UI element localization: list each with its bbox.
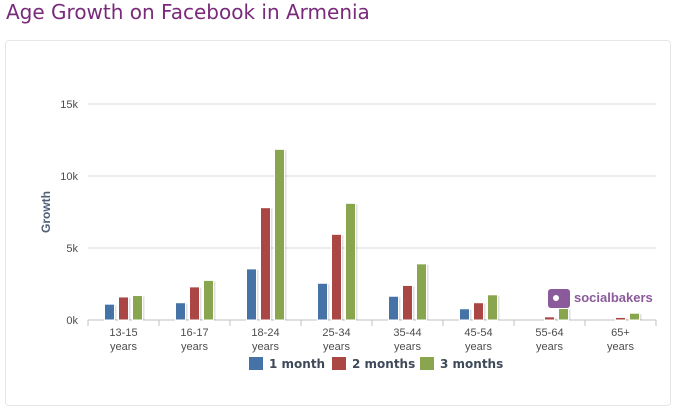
legend-swatch bbox=[420, 357, 434, 370]
x-tick-labels: 13-15 years 16-17 years 18-24 years 25-34 years… bbox=[87, 320, 657, 353]
legend-item-2-months[interactable]: 2 months bbox=[332, 357, 415, 371]
y-tick-label: 10k bbox=[60, 171, 78, 183]
y-tick-label: 0k bbox=[66, 315, 78, 327]
legend-item-1-month[interactable]: 1 month bbox=[249, 357, 325, 371]
x-tick-label: 16-17 years bbox=[180, 327, 208, 353]
legend-swatch bbox=[249, 357, 263, 370]
grid-lines bbox=[88, 103, 656, 321]
bars bbox=[104, 148, 642, 321]
x-tick-label: 55-64 years bbox=[535, 327, 563, 353]
chart-panel bbox=[5, 40, 671, 406]
bar-2-months-2[interactable] bbox=[260, 207, 271, 321]
legend-label: 3 months bbox=[440, 357, 503, 371]
x-tick-label: 65+ years bbox=[607, 327, 634, 353]
bar-1-month-1[interactable] bbox=[175, 302, 186, 321]
bar-3-months-2[interactable] bbox=[274, 148, 285, 321]
bar-2-months-4[interactable] bbox=[402, 284, 413, 321]
x-tick-label: 35-44 years bbox=[393, 327, 421, 353]
socialbakers-logo-icon bbox=[548, 289, 570, 308]
bar-2-months-7[interactable] bbox=[615, 316, 626, 321]
legend-swatch bbox=[332, 357, 346, 370]
bar-1-month-3[interactable] bbox=[317, 282, 328, 321]
legend-item-3-months[interactable]: 3 months bbox=[420, 357, 503, 371]
bar-2-months-3[interactable] bbox=[331, 233, 342, 321]
legend-label: 1 month bbox=[269, 357, 325, 371]
bar-2-months-1[interactable] bbox=[189, 286, 200, 321]
bar-3-months-3[interactable] bbox=[345, 202, 356, 321]
bar-2-months-6[interactable] bbox=[544, 316, 555, 321]
y-tick-labels: 0k 5k 10k 15k bbox=[60, 99, 78, 327]
bar-2-months-0[interactable] bbox=[118, 296, 129, 321]
bar-1-month-2[interactable] bbox=[246, 268, 257, 321]
bar-3-months-1[interactable] bbox=[203, 279, 214, 321]
x-tick-label: 13-15 years bbox=[109, 327, 137, 353]
legend: 1 month 2 months 3 months bbox=[249, 357, 503, 371]
bar-3-months-7[interactable] bbox=[629, 312, 640, 321]
x-tick-label: 25-34 years bbox=[322, 327, 350, 353]
bar-1-month-0[interactable] bbox=[104, 303, 115, 321]
socialbakers-logo-text: socialbakers bbox=[574, 290, 653, 305]
bar-2-months-5[interactable] bbox=[473, 302, 484, 321]
y-axis-label: Growth bbox=[39, 191, 53, 233]
bar-3-months-0[interactable] bbox=[132, 295, 143, 321]
bar-3-months-6[interactable] bbox=[558, 307, 569, 321]
bar-3-months-5[interactable] bbox=[487, 294, 498, 321]
socialbakers-logo-dot bbox=[553, 295, 559, 301]
bar-1-month-4[interactable] bbox=[388, 295, 399, 321]
x-tick-label: 45-54 years bbox=[464, 327, 492, 353]
bar-3-months-4[interactable] bbox=[416, 263, 427, 321]
socialbakers-logo: socialbakers bbox=[548, 289, 653, 308]
bar-1-month-5[interactable] bbox=[459, 308, 470, 321]
legend-label: 2 months bbox=[352, 357, 415, 371]
page-title: Age Growth on Facebook in Armenia bbox=[6, 0, 370, 24]
y-tick-label: 5k bbox=[66, 243, 78, 255]
y-tick-label: 15k bbox=[60, 99, 78, 111]
x-tick-label: 18-24 years bbox=[251, 327, 279, 353]
